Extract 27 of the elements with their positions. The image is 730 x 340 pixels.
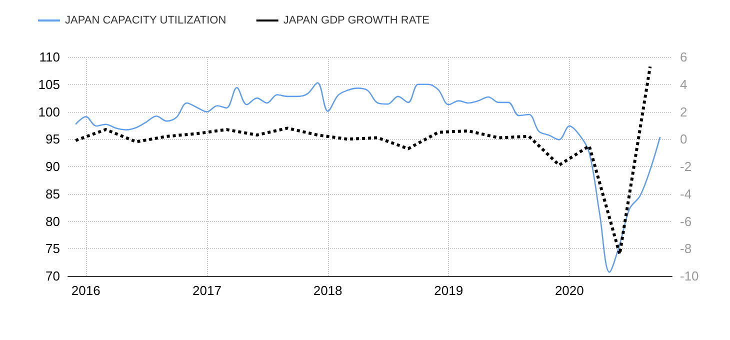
y2-tick-label: -4 <box>680 186 692 202</box>
y-tick-label: 75 <box>46 241 60 256</box>
line-series <box>74 65 652 256</box>
y2-tick-label: -8 <box>680 241 692 256</box>
y-tick-label: 85 <box>46 186 60 202</box>
x-tick-label: 2019 <box>434 283 464 298</box>
y-tick-label: 110 <box>39 50 60 64</box>
legend-label: JAPAN CAPACITY UTILIZATION <box>65 14 226 26</box>
y2-tick-label: -6 <box>680 214 692 229</box>
y-tick-label: 100 <box>38 104 60 120</box>
x-tick-label: 2016 <box>71 283 100 298</box>
y2-tick-label: 4 <box>680 76 688 92</box>
y-tick-label: 95 <box>46 132 60 147</box>
y-tick-label: 90 <box>46 159 60 174</box>
x-tick-label: 2018 <box>313 283 342 298</box>
legend-label: JAPAN GDP GROWTH RATE <box>283 14 430 26</box>
y2-tick-label: -10 <box>680 268 699 284</box>
x-tick-label: 2017 <box>192 283 222 298</box>
y2-tick-label: 2 <box>680 104 688 120</box>
x-tick-label: 2020 <box>554 283 584 298</box>
y-tick-label: 80 <box>46 214 60 229</box>
y-tick-label: 105 <box>38 76 60 92</box>
y-tick-label: 70 <box>46 268 60 284</box>
y2-tick-label: -2 <box>680 159 692 174</box>
y2-tick-label: 0 <box>680 132 688 147</box>
line-series <box>74 82 661 273</box>
y2-tick-label: 6 <box>680 50 688 64</box>
